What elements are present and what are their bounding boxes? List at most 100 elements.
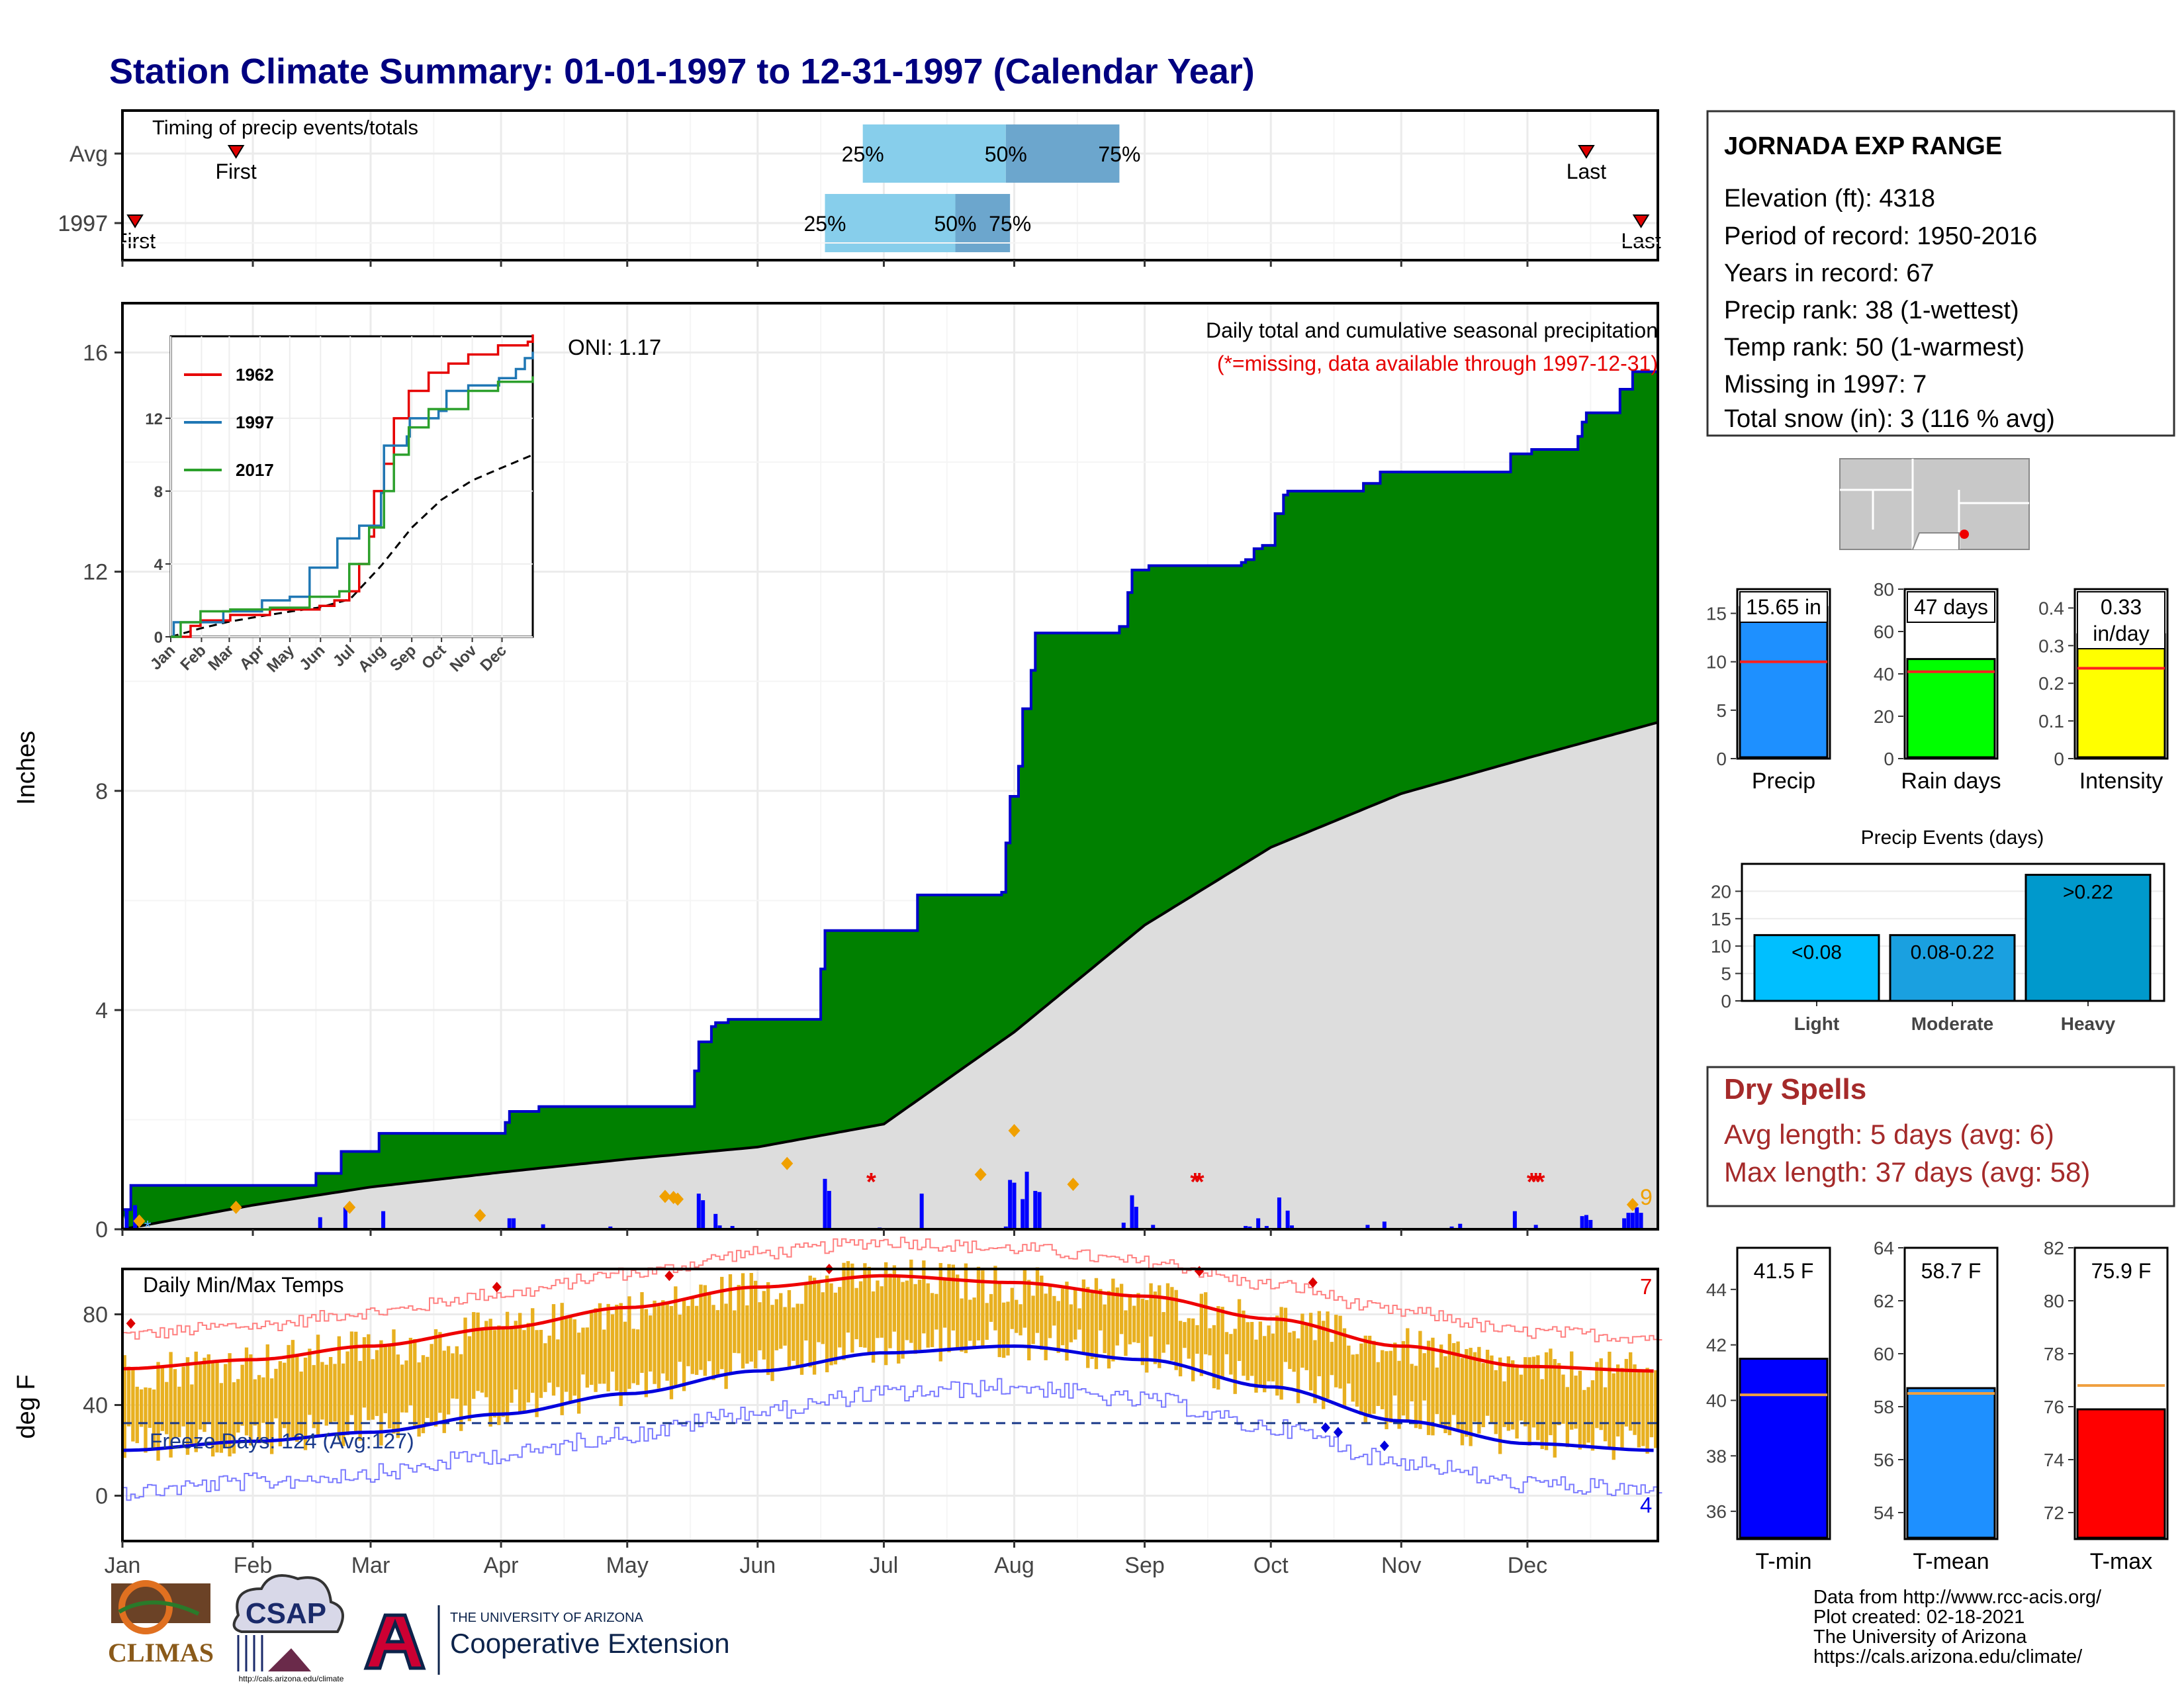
daily-temp-bar [615,1304,619,1391]
daily-temp-bar [1254,1339,1258,1393]
daily-temp-bar [1414,1366,1418,1429]
daily-precip-bar [696,1194,701,1229]
daily-temp-bar [131,1369,135,1442]
temp-stat-tick-label: 60 [1874,1344,1894,1364]
temp-stat-value-bar [1739,1358,1829,1539]
record-low-line [122,1378,1662,1501]
daily-temp-bar [1271,1333,1275,1382]
daily-temp-bar [812,1278,817,1375]
daily-temp-bar [1502,1381,1506,1427]
daily-temp-bar [308,1348,312,1415]
daily-temp-bar [1250,1322,1254,1376]
daily-temp-bar [341,1363,345,1446]
missing-day-marker: * [144,1217,152,1237]
daily-precip-bar [717,1225,722,1229]
temp-stat-tick-label: 78 [2044,1344,2064,1364]
heavy-event-marker [230,1200,242,1214]
daily-precip-bar [730,1226,735,1229]
temp-stat-tick-label: 40 [1706,1390,1727,1411]
daily-temp-bar [1220,1307,1224,1378]
daily-temp-bar [1561,1374,1565,1424]
daily-temp-bar [1439,1344,1443,1425]
daily-temp-bar [1527,1357,1531,1446]
month-label-dec: Dec [1508,1553,1547,1578]
record-low-marker [1333,1427,1343,1438]
daily-temp-bar [190,1384,194,1446]
daily-precip-bar [1285,1210,1290,1229]
daily-temp-bar [1275,1315,1279,1396]
precip-events-frame [1741,863,2165,1002]
daily-temp-bar [442,1350,446,1433]
precip-events-category-label: Light [1794,1013,1839,1034]
timing-first-label: First [216,160,257,183]
inset-y-tick-label: 0 [154,629,163,647]
daily-temp-bar [1469,1348,1473,1446]
daily-temp-bar [1544,1352,1549,1450]
daily-temp-bar [976,1266,981,1340]
cumulative-precip-line [122,370,1658,1211]
daily-temp-bar [1165,1283,1170,1345]
dry-spells-box [1706,1066,2175,1207]
daily-precip-bar [1008,1180,1013,1229]
ua-logo-a [363,1613,426,1670]
state-map-mexico [1912,532,1960,550]
temp-stat-value-label: 41.5 F [1754,1259,1814,1283]
daily-temp-bar [173,1369,177,1438]
daily-temp-bar [249,1354,253,1446]
csap-logo-rain [237,1635,263,1671]
daily-temp-bar [649,1315,653,1372]
temp-stat-tick-label: 80 [2044,1291,2064,1311]
daily-temp-bar [518,1313,522,1415]
daily-temp-bar [1608,1351,1612,1449]
temp-stat-label: T-max [2090,1549,2152,1574]
daily-temp-bar [930,1293,934,1348]
precip-stat-value-label: in/day [2093,622,2149,645]
daily-temp-bar [1258,1321,1263,1386]
inset-series-line-1997 [171,352,534,638]
daily-temp-bar [657,1306,661,1389]
daily-temp-bar [1481,1363,1485,1428]
daily-precip-bar [512,1218,516,1229]
record-high-marker [1308,1277,1318,1288]
heavy-event-marker [974,1168,987,1182]
station-location-marker [1960,530,1969,539]
daily-temp-bar [1308,1313,1313,1391]
daily-temp-bar [510,1327,514,1403]
heavy-event-marker [672,1192,684,1206]
daily-temp-bar [472,1312,476,1399]
daily-temp-bar [387,1344,392,1429]
daily-temp-bar [1044,1293,1048,1360]
daily-temp-bar [1629,1352,1633,1431]
daily-temp-bar [392,1329,396,1434]
daily-temp-bar [1288,1332,1292,1370]
daily-temp-bar [972,1297,976,1349]
daily-temp-bar [1023,1268,1027,1328]
daily-temp-bar [1212,1325,1216,1389]
daily-temp-bar [345,1351,349,1436]
dry-spells-avg: Avg length: 5 days (avg: 6) [1724,1119,2054,1150]
daily-temp-bar [880,1286,884,1338]
timing-pct-25: 25% [842,142,884,166]
daily-temp-bar [1654,1370,1658,1448]
precip-events-y-tick-label: 10 [1711,936,1731,957]
daily-temp-bar [1401,1340,1406,1416]
daily-temp-bar [1103,1304,1107,1354]
daily-temp-bar [299,1371,303,1435]
daily-temp-bar [686,1305,690,1366]
daily-temp-bar [1317,1311,1322,1377]
daily-temp-bar [934,1293,938,1330]
timing-pct-75: 75% [1098,142,1140,166]
daily-temp-bar [526,1323,531,1403]
daily-precip-bar [1449,1226,1454,1229]
station-line-elevation: Elevation (ft): 4318 [1724,185,1935,212]
daily-temp-bar [1456,1341,1460,1430]
daily-temp-bar [1590,1380,1595,1451]
daily-temp-bar [375,1350,379,1417]
precip-stat-value-bar [2076,633,2166,759]
precip-stat-value-label: 47 days [1914,595,1988,619]
daily-temp-bar [430,1344,433,1425]
csap-logo-mountain [268,1648,311,1671]
daily-temp-bar [1553,1359,1557,1458]
daily-temp-bar [408,1337,413,1405]
daily-temp-bar [165,1382,169,1434]
